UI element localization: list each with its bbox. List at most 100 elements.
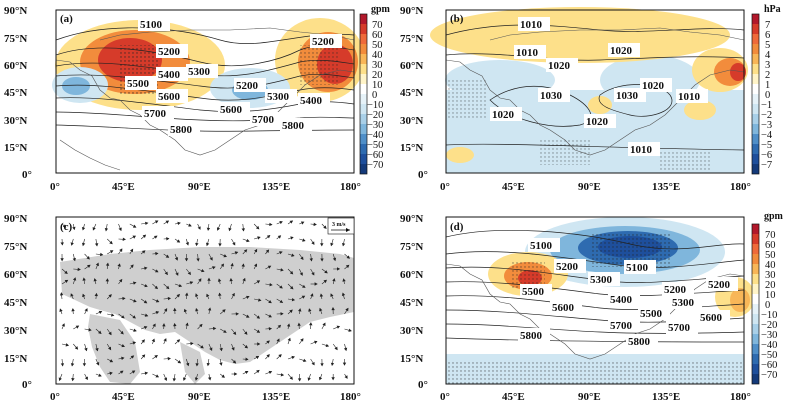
- svg-text:0°: 0°: [50, 181, 60, 193]
- wind-vector-head: [132, 224, 137, 228]
- map-frame-c: [55, 216, 355, 385]
- wind-vector-head: [144, 371, 149, 375]
- wind-vector-head: [119, 278, 123, 283]
- wind-vector-head: [197, 226, 201, 230]
- wind-vector-head: [92, 227, 96, 231]
- panel-label-c: (c): [60, 221, 73, 233]
- wind-vector-head: [75, 325, 80, 329]
- wind-vector-head: [122, 296, 126, 301]
- wind-vector-head: [70, 363, 75, 367]
- wind-vector-head: [71, 308, 75, 312]
- panel-b: (b) 1010 1010 1020 1020 1030 1030 1020 1…: [400, 4, 781, 193]
- wind-vector-head: [216, 227, 221, 231]
- wind-vector-head: [336, 325, 341, 329]
- wind-vector-head: [341, 242, 346, 247]
- lat-ticks-b: 90°N 75°N 60°N 45°N 30°N 15°N 0°: [400, 5, 428, 181]
- svg-text:5500: 5500: [522, 286, 545, 298]
- lat-ticks-c: 90°N 75°N 60°N 45°N 30°N 15°N 0°: [4, 213, 32, 391]
- wind-vector-head: [265, 249, 270, 253]
- wind-vector-head: [183, 377, 187, 381]
- svg-text:1020: 1020: [548, 60, 571, 72]
- svg-text:hPa: hPa: [764, 4, 781, 15]
- wind-vector-head: [256, 369, 260, 374]
- wind-vector-head: [199, 323, 203, 328]
- svg-text:60°N: 60°N: [4, 269, 27, 281]
- wind-vector-head: [144, 313, 149, 317]
- wind-vector-head: [121, 344, 125, 348]
- wind-vector-head: [212, 266, 216, 270]
- wind-vector-head: [266, 340, 270, 344]
- wind-vector-head: [207, 307, 212, 311]
- svg-text:40: 40: [765, 260, 776, 271]
- wind-vector-head: [133, 299, 137, 303]
- svg-text:15°N: 15°N: [400, 353, 423, 365]
- wind-vector-head: [231, 347, 235, 351]
- wind-vector-head: [298, 308, 302, 312]
- wind-vector-head: [232, 241, 236, 246]
- wind-vector-head: [266, 234, 271, 239]
- wind-vector-head: [286, 323, 291, 327]
- wind-vector-head: [330, 242, 334, 247]
- wind-vector-head: [196, 258, 200, 262]
- svg-text:90°E: 90°E: [188, 181, 211, 193]
- wind-vector-head: [98, 330, 102, 335]
- wind-vector-head: [165, 220, 170, 224]
- wind-vector-head: [277, 324, 282, 329]
- wind-vector-head: [110, 313, 115, 317]
- wind-vector-head: [341, 292, 346, 297]
- wind-vector-head: [314, 340, 318, 345]
- wind-vector-head: [246, 314, 250, 318]
- wind-vector-head: [122, 237, 126, 241]
- wind-vector-head: [244, 345, 248, 349]
- wind-vector-head: [280, 312, 284, 316]
- wind-vector-head: [176, 239, 181, 243]
- wind-vector-head: [141, 339, 145, 343]
- wind-vector-head: [132, 235, 137, 239]
- wind-vector-head: [244, 371, 249, 374]
- wind-vector-head: [244, 331, 248, 335]
- wind-vector-head: [222, 309, 226, 313]
- svg-text:3 m/s: 3 m/s: [332, 222, 346, 228]
- wind-vector-head: [60, 242, 64, 246]
- svg-text:15°N: 15°N: [400, 142, 423, 154]
- svg-text:5700: 5700: [252, 114, 275, 126]
- lat-ticks-d: 90°N 75°N 60°N 45°N 30°N 15°N 0°: [400, 213, 428, 391]
- svg-text:90°E: 90°E: [578, 181, 601, 193]
- wind-vector-head: [100, 252, 104, 257]
- svg-text:5200: 5200: [556, 261, 579, 273]
- wind-vector-head: [268, 370, 273, 374]
- wind-vector-head: [330, 293, 334, 297]
- svg-text:5300: 5300: [672, 297, 695, 309]
- svg-text:1030: 1030: [616, 90, 639, 102]
- wind-vector-head: [234, 251, 239, 255]
- wind-vector-head: [228, 227, 232, 232]
- svg-text:−7: −7: [761, 160, 772, 171]
- svg-text:75°N: 75°N: [400, 241, 423, 253]
- wind-vector-head: [231, 292, 235, 297]
- svg-text:1: 1: [765, 80, 770, 91]
- svg-text:−40: −40: [761, 340, 777, 351]
- wind-vector-head: [279, 251, 283, 255]
- contour-labels-b: 1010 1010 1020 1020 1030 1030 1020 1010 …: [490, 17, 708, 156]
- svg-text:70: 70: [372, 20, 383, 31]
- wind-vector-head: [87, 264, 91, 268]
- wind-vector-head: [337, 267, 341, 271]
- wind-vector-head: [82, 363, 87, 367]
- colorbar-b: hPa 7 6 5 4 3 2 1 0 −1 −2 −3 −4 −5 −6 −7: [751, 4, 781, 175]
- svg-text:5800: 5800: [520, 330, 543, 342]
- wind-vector-head: [155, 251, 159, 256]
- svg-text:5400: 5400: [300, 95, 323, 107]
- svg-text:75°N: 75°N: [4, 241, 27, 253]
- wind-vector-head: [132, 341, 137, 345]
- svg-text:135°E: 135°E: [262, 181, 290, 193]
- wind-vector-head: [144, 266, 148, 270]
- wind-vector-head: [246, 295, 250, 299]
- wind-vector-head: [164, 271, 168, 276]
- svg-text:−20: −20: [367, 110, 383, 121]
- wind-vector-head: [60, 363, 65, 367]
- wind-vector-head: [163, 338, 167, 342]
- wind-vector-head: [318, 376, 323, 381]
- wind-vector-head: [301, 295, 306, 299]
- svg-text:90°N: 90°N: [400, 5, 423, 17]
- svg-text:135°E: 135°E: [262, 391, 290, 403]
